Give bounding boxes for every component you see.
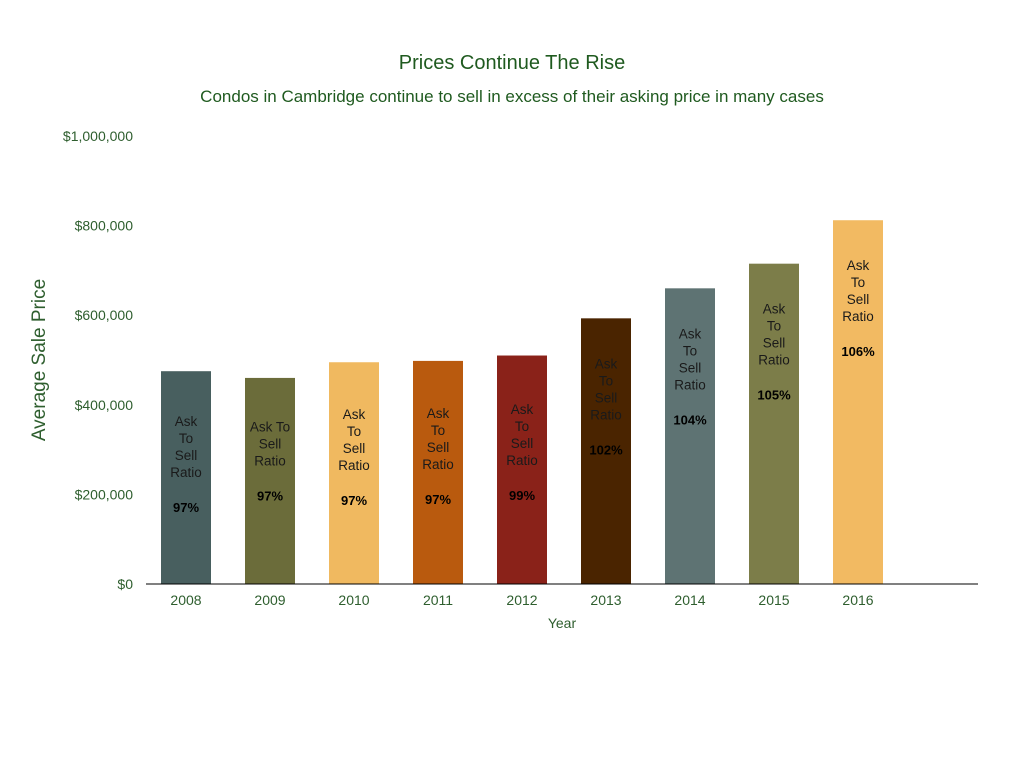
bar-annotation-line: Sell [343, 441, 366, 456]
bar-annotation-line: Ratio [422, 457, 454, 472]
x-tick-label: 2016 [842, 592, 873, 608]
bar-annotation-line: Ask [175, 414, 198, 429]
bar-annotation-line: Ask [343, 407, 366, 422]
bar-ratio-value: 105% [757, 388, 791, 403]
bar-annotation-line: To [431, 423, 445, 438]
bar-annotation-line: To [347, 424, 361, 439]
bar-annotation-line: Sell [175, 448, 198, 463]
bar-annotation-line: Ask [847, 258, 870, 273]
bar-annotation-line: Sell [763, 336, 786, 351]
bar-annotation-line: Ask [679, 326, 702, 341]
bar-ratio-value: 97% [257, 488, 283, 503]
bar-ratio-value: 97% [173, 500, 199, 515]
bar-annotation-line: Ratio [338, 458, 370, 473]
bar-annotation-line: To [515, 419, 529, 434]
bar-ratio-value: 106% [841, 344, 875, 359]
x-tick-label: 2009 [254, 592, 285, 608]
bar-2008 [161, 371, 211, 584]
bar-2011 [413, 360, 463, 584]
bar-annotation-line: Ratio [254, 453, 286, 468]
bar-annotation-line: Ratio [170, 465, 202, 480]
bar-ratio-value: 97% [341, 493, 367, 508]
x-tick-label: 2010 [338, 592, 369, 608]
chart-subtitle: Condos in Cambridge continue to sell in … [200, 87, 824, 106]
y-tick-label: $600,000 [75, 307, 134, 323]
x-tick-label: 2012 [506, 592, 537, 608]
x-tick-label: 2008 [170, 592, 201, 608]
bar-annotation-line: To [851, 275, 865, 290]
x-tick-label: 2011 [423, 592, 453, 608]
bar-ratio-value: 99% [509, 488, 535, 503]
y-axis-ticks: $0 $200,000 $400,000 $600,000 $800,000 $1,000… [63, 128, 133, 592]
bar-annotation-line: Ask [763, 302, 786, 317]
bar-2009 [245, 377, 295, 584]
bar-annotation-line: To [599, 373, 613, 388]
x-tick-label: 2014 [674, 592, 705, 608]
y-tick-label: $1,000,000 [63, 128, 133, 144]
bar-annotation-line: Ask To [250, 419, 290, 434]
chart-title: Prices Continue The Rise [399, 52, 625, 74]
bar-ratio-value: 97% [425, 492, 451, 507]
bar-annotation-line: Ratio [590, 407, 622, 422]
bar-2012 [497, 355, 547, 584]
bar-annotation-line: Sell [679, 360, 702, 375]
bar-annotation-line: Sell [595, 390, 618, 405]
x-tick-label: 2015 [758, 592, 789, 608]
y-tick-label: $800,000 [75, 218, 134, 234]
bar-2015 [749, 263, 799, 584]
bar-annotation-line: Sell [427, 440, 450, 455]
bar-annotation-line: Sell [847, 292, 870, 307]
x-axis-ticks: 2008 2009 2010 2011 2012 2013 2014 2015 2016 [170, 592, 873, 608]
bar-annotation-line: Ratio [842, 309, 874, 324]
bar-annotation-line: Ask [427, 406, 450, 421]
y-axis-title: Average Sale Price [29, 279, 50, 441]
bar-annotation-line: Ratio [758, 353, 790, 368]
bar-annotation-line: To [767, 319, 781, 334]
bar-annotation-line: To [179, 431, 193, 446]
bar-2010 [329, 362, 379, 584]
bar-annotation-line: Sell [511, 436, 534, 451]
x-tick-label: 2013 [590, 592, 621, 608]
bar-2014 [665, 288, 715, 584]
bar-ratio-value: 102% [589, 442, 623, 457]
bar-annotation-line: Ask [511, 402, 534, 417]
bars: Ask To Sell Ratio 97% Ask To Sell Ratio 97% Ask To… [161, 220, 883, 584]
y-tick-label: $200,000 [75, 486, 134, 502]
bar-2016 [833, 220, 883, 584]
bar-annotation-line: Ratio [506, 453, 538, 468]
bar-annotation-line: To [683, 343, 697, 358]
y-tick-label: $400,000 [75, 397, 134, 413]
bar-annotation-line: Sell [259, 436, 282, 451]
bar-2013 [581, 318, 631, 584]
y-tick-label: $0 [117, 576, 133, 592]
bar-annotation-line: Ratio [674, 377, 706, 392]
bar-annotation-line: Ask [595, 356, 618, 371]
x-axis-title: Year [548, 615, 577, 631]
bar-ratio-value: 104% [673, 412, 707, 427]
